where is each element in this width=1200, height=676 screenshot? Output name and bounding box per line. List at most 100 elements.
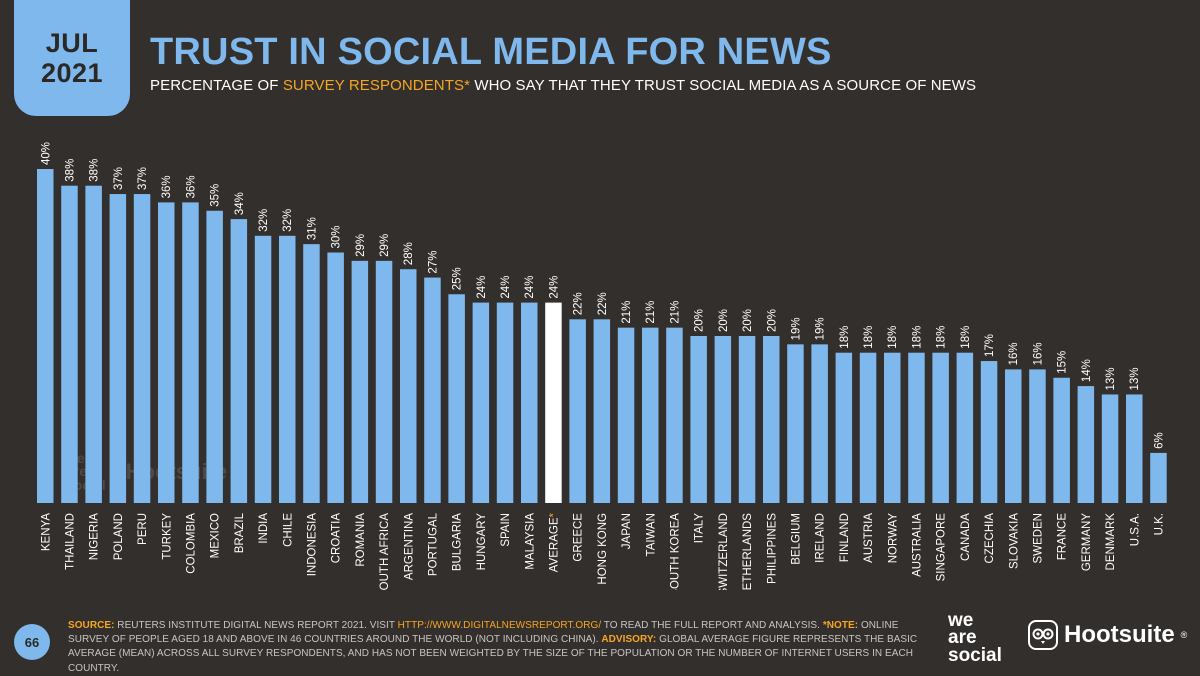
bar-hong-kong (593, 319, 611, 503)
wearesocial-logo: we are social (948, 610, 1002, 666)
category-label-australia: AUSTRALIA (911, 513, 923, 577)
value-label-portugal: 27% (427, 251, 439, 274)
value-label-kenya: 40% (40, 142, 52, 165)
note-label: *NOTE: (822, 620, 859, 631)
bar-argentina (400, 269, 417, 503)
bar-netherlands (738, 336, 756, 503)
bar-singapore (932, 352, 949, 503)
value-label-singapore: 18% (936, 326, 948, 349)
category-label-u-s-a: U.S.A. (1129, 513, 1141, 546)
bar-chart: 40% KENYA 38% THAILAND 38% NIGERIA 37% POLAND 37… (37, 142, 1167, 590)
bar-finland (835, 352, 853, 503)
page-title: TRUST IN SOCIAL MEDIA FOR NEWS (150, 31, 832, 73)
category-label-slovakia: SLOVAKIA (1008, 513, 1020, 569)
value-label-philippines: 20% (766, 309, 778, 332)
category-label-colombia: COLOMBIA (185, 513, 197, 574)
category-label-sweden: SWEDEN (1032, 513, 1044, 563)
bar-u-s-a (1126, 394, 1143, 503)
bar-austria (859, 352, 877, 503)
value-label-india: 32% (258, 209, 270, 232)
category-label-argentina: ARGENTINA (403, 513, 415, 580)
value-label-poland: 37% (113, 167, 125, 190)
value-label-spain: 24% (500, 276, 512, 299)
bar-italy (690, 336, 707, 503)
bar-south-africa (375, 260, 393, 503)
value-label-austria: 18% (863, 326, 875, 349)
category-label-indonesia: INDONESIA (306, 513, 318, 577)
value-label-ireland: 19% (815, 317, 827, 340)
value-label-chile: 32% (282, 209, 294, 232)
category-label-japan: JAPAN (621, 513, 633, 549)
category-label-france: FRANCE (1057, 513, 1069, 561)
bar-chile (279, 235, 296, 504)
value-label-u-k: 6% (1153, 432, 1165, 449)
bar-south-korea (666, 327, 683, 503)
source-label: SOURCE: (68, 620, 115, 631)
advisory-text: GLOBAL AVERAGE FIGURE REPRESENTS THE BAS… (68, 634, 918, 674)
category-label-brazil: BRAZIL (234, 512, 246, 553)
category-label-peru: PERU (137, 513, 149, 545)
bar-thailand (61, 185, 78, 503)
value-label-brazil: 34% (234, 192, 246, 215)
bar-czechia (980, 361, 998, 503)
value-label-japan: 21% (621, 301, 633, 324)
category-label-canada: CANADA (960, 513, 972, 561)
value-label-south-korea: 21% (669, 301, 681, 324)
category-label-greece: GREECE (573, 513, 585, 562)
category-label-belgium: BELGIUM (790, 513, 802, 565)
bar-croatia (327, 252, 344, 503)
value-label-argentina: 28% (403, 242, 415, 265)
category-label-austria: AUSTRIA (863, 513, 875, 563)
bar-colombia (182, 202, 199, 503)
value-label-hungary: 24% (476, 276, 488, 299)
value-label-canada: 18% (960, 326, 972, 349)
category-label-italy: ITALY (694, 513, 706, 544)
value-label-netherlands: 20% (742, 309, 754, 332)
value-label-mexico: 35% (210, 184, 222, 207)
bar-ireland (811, 344, 828, 503)
value-label-slovakia: 16% (1008, 342, 1020, 365)
value-label-belgium: 19% (790, 317, 802, 340)
category-label-kenya: KENYA (40, 513, 52, 551)
bar-peru (133, 194, 151, 504)
value-label-thailand: 38% (64, 159, 76, 182)
bar-romania (351, 260, 369, 503)
category-label-norway: NORWAY (887, 513, 899, 564)
source-tail: TO READ THE FULL REPORT AND ANALYSIS. (601, 620, 823, 631)
date-badge: JUL 2021 (14, 0, 130, 116)
category-label-czechia: CZECHIA (984, 513, 996, 564)
hootsuite-wordmark: Hootsuite (1064, 621, 1175, 648)
note-text: ONLINE SURVEY OF PEOPLE AGED 18 AND ABOV… (68, 620, 899, 646)
bar-slovakia (1005, 369, 1022, 503)
footnote: SOURCE: REUTERS INSTITUTE DIGITAL NEWS R… (68, 619, 928, 676)
bar-denmark (1101, 394, 1119, 503)
value-label-croatia: 30% (331, 225, 343, 248)
bar-australia (908, 352, 925, 503)
subtitle-post: WHO SAY THAT THEY TRUST SOCIAL MEDIA AS … (470, 77, 977, 94)
value-label-nigeria: 38% (89, 159, 101, 182)
category-label-netherlands: NETHERLANDS (742, 513, 754, 590)
value-label-turkey: 36% (161, 175, 173, 198)
category-label-thailand: THAILAND (64, 513, 76, 570)
value-label-u-s-a: 13% (1129, 367, 1141, 390)
value-label-norway: 18% (887, 326, 899, 349)
value-label-australia: 18% (911, 326, 923, 349)
value-label-colombia: 36% (185, 175, 197, 198)
bar-kenya (37, 169, 54, 503)
category-label-nigeria: NIGERIA (89, 513, 101, 561)
category-label-croatia: CROATIA (331, 513, 343, 564)
value-label-france: 15% (1057, 351, 1069, 374)
category-label-poland: POLAND (113, 513, 125, 560)
bar-belgium (787, 344, 804, 503)
bar-u-k (1150, 452, 1167, 503)
bar-greece (569, 319, 586, 503)
value-label-finland: 18% (839, 326, 851, 349)
category-label-south-africa: SOUTH AFRICA (379, 513, 391, 590)
value-label-hong-kong: 22% (597, 292, 609, 315)
category-label-turkey: TURKEY (161, 513, 173, 560)
category-label-singapore: SINGAPORE (936, 513, 948, 582)
value-label-indonesia: 31% (306, 217, 318, 240)
bar-france (1053, 377, 1070, 503)
advisory-label: ADVISORY: (601, 634, 657, 646)
source-link[interactable]: HTTP://WWW.DIGITALNEWSREPORT.ORG/ (397, 620, 602, 631)
